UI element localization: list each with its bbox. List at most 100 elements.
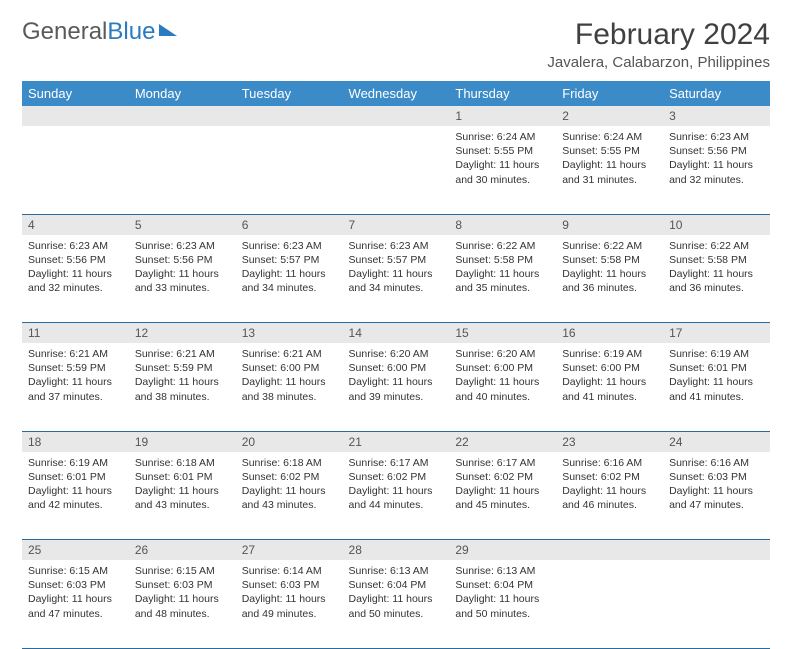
day-cell: Sunrise: 6:22 AMSunset: 5:58 PMDaylight:…: [663, 235, 770, 323]
day-content: Sunrise: 6:22 AMSunset: 5:58 PMDaylight:…: [449, 235, 556, 302]
sunrise-text: Sunrise: 6:18 AM: [135, 456, 230, 470]
day-cell: Sunrise: 6:13 AMSunset: 6:04 PMDaylight:…: [449, 560, 556, 648]
daylight-text: Daylight: 11 hours and 50 minutes.: [349, 592, 444, 620]
day-number: 13: [236, 323, 343, 344]
daylight-text: Daylight: 11 hours and 37 minutes.: [28, 375, 123, 403]
day-cell: Sunrise: 6:23 AMSunset: 5:56 PMDaylight:…: [22, 235, 129, 323]
sunset-text: Sunset: 6:00 PM: [349, 361, 444, 375]
sunset-text: Sunset: 5:56 PM: [28, 253, 123, 267]
day-cell: Sunrise: 6:13 AMSunset: 6:04 PMDaylight:…: [343, 560, 450, 648]
day-cell: Sunrise: 6:19 AMSunset: 6:01 PMDaylight:…: [22, 452, 129, 540]
weekday-header: Monday: [129, 81, 236, 106]
sunset-text: Sunset: 6:03 PM: [242, 578, 337, 592]
sunrise-text: Sunrise: 6:20 AM: [455, 347, 550, 361]
day-content: Sunrise: 6:15 AMSunset: 6:03 PMDaylight:…: [129, 560, 236, 627]
daylight-text: Daylight: 11 hours and 32 minutes.: [669, 158, 764, 186]
day-cell: Sunrise: 6:18 AMSunset: 6:02 PMDaylight:…: [236, 452, 343, 540]
day-number: 11: [22, 323, 129, 344]
day-number: 18: [22, 431, 129, 452]
sunrise-text: Sunrise: 6:16 AM: [562, 456, 657, 470]
daylight-text: Daylight: 11 hours and 42 minutes.: [28, 484, 123, 512]
logo-text-2: Blue: [107, 18, 155, 46]
daylight-text: Daylight: 11 hours and 45 minutes.: [455, 484, 550, 512]
day-number: 8: [449, 214, 556, 235]
day-number: 9: [556, 214, 663, 235]
sunset-text: Sunset: 6:04 PM: [455, 578, 550, 592]
sunset-text: Sunset: 6:02 PM: [349, 470, 444, 484]
day-cell: Sunrise: 6:16 AMSunset: 6:03 PMDaylight:…: [663, 452, 770, 540]
daylight-text: Daylight: 11 hours and 44 minutes.: [349, 484, 444, 512]
sunset-text: Sunset: 6:01 PM: [669, 361, 764, 375]
sunrise-text: Sunrise: 6:16 AM: [669, 456, 764, 470]
sunrise-text: Sunrise: 6:13 AM: [455, 564, 550, 578]
sunrise-text: Sunrise: 6:22 AM: [669, 239, 764, 253]
daylight-text: Daylight: 11 hours and 48 minutes.: [135, 592, 230, 620]
weekday-header-row: Sunday Monday Tuesday Wednesday Thursday…: [22, 81, 770, 106]
sunset-text: Sunset: 5:58 PM: [669, 253, 764, 267]
day-content: Sunrise: 6:16 AMSunset: 6:02 PMDaylight:…: [556, 452, 663, 519]
day-cell: [663, 560, 770, 648]
day-cell: Sunrise: 6:18 AMSunset: 6:01 PMDaylight:…: [129, 452, 236, 540]
location-text: Javalera, Calabarzon, Philippines: [547, 54, 770, 71]
sunset-text: Sunset: 6:00 PM: [242, 361, 337, 375]
weekday-header: Thursday: [449, 81, 556, 106]
day-number: 10: [663, 214, 770, 235]
day-number: 2: [556, 106, 663, 126]
day-number: [129, 106, 236, 126]
daylight-text: Daylight: 11 hours and 34 minutes.: [242, 267, 337, 295]
day-content: Sunrise: 6:13 AMSunset: 6:04 PMDaylight:…: [449, 560, 556, 627]
day-number: [22, 106, 129, 126]
day-number: 6: [236, 214, 343, 235]
day-number: 29: [449, 540, 556, 561]
sunset-text: Sunset: 5:55 PM: [455, 144, 550, 158]
sunset-text: Sunset: 6:04 PM: [349, 578, 444, 592]
sunrise-text: Sunrise: 6:17 AM: [349, 456, 444, 470]
sunset-text: Sunset: 6:03 PM: [669, 470, 764, 484]
sunrise-text: Sunrise: 6:21 AM: [242, 347, 337, 361]
day-number: [556, 540, 663, 561]
header: GeneralBlue February 2024 Javalera, Cala…: [22, 18, 770, 71]
weekday-header: Saturday: [663, 81, 770, 106]
day-content: Sunrise: 6:24 AMSunset: 5:55 PMDaylight:…: [449, 126, 556, 193]
sunrise-text: Sunrise: 6:23 AM: [669, 130, 764, 144]
day-content: Sunrise: 6:22 AMSunset: 5:58 PMDaylight:…: [556, 235, 663, 302]
day-content: Sunrise: 6:19 AMSunset: 6:00 PMDaylight:…: [556, 343, 663, 410]
day-number: 24: [663, 431, 770, 452]
day-content: Sunrise: 6:23 AMSunset: 5:57 PMDaylight:…: [236, 235, 343, 302]
day-content: Sunrise: 6:18 AMSunset: 6:01 PMDaylight:…: [129, 452, 236, 519]
logo-text-1: General: [22, 18, 107, 46]
sunrise-text: Sunrise: 6:24 AM: [455, 130, 550, 144]
day-number-row: 2526272829: [22, 540, 770, 561]
weekday-header: Sunday: [22, 81, 129, 106]
sunset-text: Sunset: 6:00 PM: [562, 361, 657, 375]
day-cell: [236, 126, 343, 214]
sunset-text: Sunset: 5:55 PM: [562, 144, 657, 158]
day-number: 1: [449, 106, 556, 126]
day-number: 22: [449, 431, 556, 452]
day-number: 17: [663, 323, 770, 344]
sunrise-text: Sunrise: 6:23 AM: [242, 239, 337, 253]
day-number-row: 11121314151617: [22, 323, 770, 344]
sunset-text: Sunset: 5:58 PM: [562, 253, 657, 267]
day-content: Sunrise: 6:23 AMSunset: 5:56 PMDaylight:…: [129, 235, 236, 302]
day-content: Sunrise: 6:15 AMSunset: 6:03 PMDaylight:…: [22, 560, 129, 627]
day-number: 3: [663, 106, 770, 126]
day-content: Sunrise: 6:22 AMSunset: 5:58 PMDaylight:…: [663, 235, 770, 302]
day-cell: [343, 126, 450, 214]
sunrise-text: Sunrise: 6:22 AM: [455, 239, 550, 253]
daylight-text: Daylight: 11 hours and 38 minutes.: [135, 375, 230, 403]
sunrise-text: Sunrise: 6:14 AM: [242, 564, 337, 578]
daylight-text: Daylight: 11 hours and 47 minutes.: [28, 592, 123, 620]
sunset-text: Sunset: 5:59 PM: [28, 361, 123, 375]
sunrise-text: Sunrise: 6:19 AM: [562, 347, 657, 361]
day-number: 25: [22, 540, 129, 561]
day-cell: [129, 126, 236, 214]
day-cell: Sunrise: 6:17 AMSunset: 6:02 PMDaylight:…: [449, 452, 556, 540]
day-number: 28: [343, 540, 450, 561]
week-row: Sunrise: 6:15 AMSunset: 6:03 PMDaylight:…: [22, 560, 770, 648]
month-title: February 2024: [547, 18, 770, 52]
sunset-text: Sunset: 6:02 PM: [455, 470, 550, 484]
day-number: 15: [449, 323, 556, 344]
weekday-header: Wednesday: [343, 81, 450, 106]
day-content: Sunrise: 6:23 AMSunset: 5:56 PMDaylight:…: [663, 126, 770, 193]
